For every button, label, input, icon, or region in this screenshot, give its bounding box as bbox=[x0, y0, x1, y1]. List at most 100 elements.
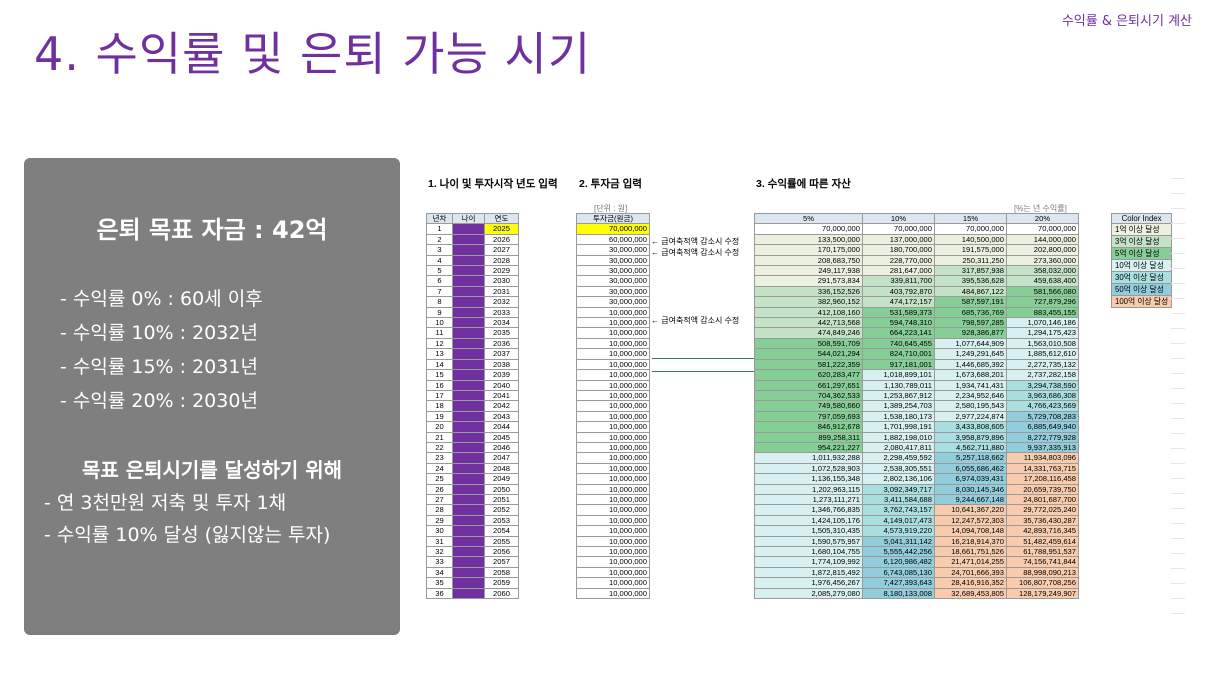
note-text: ← 급여축적액 감소시 수정 bbox=[651, 316, 740, 325]
return-cell: 412,108,160 bbox=[754, 306, 863, 319]
year-cell: 2042 bbox=[484, 400, 519, 412]
return-cell: 28,416,916,352 bbox=[934, 577, 1007, 589]
rate-line: - 수익률 0% : 60세 이후 bbox=[60, 288, 263, 310]
table-row: 10,000,000 bbox=[576, 306, 650, 319]
return-cell: 1,446,685,392 bbox=[934, 358, 1007, 371]
year-cell: 2036 bbox=[484, 337, 519, 350]
table-row: 10,000,000 bbox=[576, 462, 650, 475]
age-cell bbox=[452, 452, 485, 464]
table-row: 291,573,834 339,811,700 395,536,628 459,638… bbox=[754, 275, 1079, 287]
col-header: 20% bbox=[1006, 212, 1079, 225]
age-cell bbox=[452, 545, 485, 558]
gridline-mark bbox=[1171, 583, 1185, 584]
return-cell: 144,000,000 bbox=[1006, 233, 1079, 246]
year-index-cell: 14 bbox=[426, 358, 453, 371]
color-index-item: 50억 이상 달성 bbox=[1110, 283, 1173, 297]
table-row: 14 2038 bbox=[426, 358, 519, 371]
investment-cell: 10,000,000 bbox=[576, 483, 650, 495]
year-cell: 2046 bbox=[484, 441, 519, 454]
return-cell: 1,072,528,903 bbox=[754, 462, 863, 475]
year-index-cell: 1 bbox=[426, 223, 453, 235]
return-cell: 1,070,146,186 bbox=[1006, 317, 1079, 329]
year-cell: 2043 bbox=[484, 410, 519, 423]
return-cell: 1,077,644,909 bbox=[934, 337, 1007, 350]
table-row: 10,000,000 bbox=[576, 535, 650, 548]
bullet-line: - 수익률 10% 달성 (잃지않는 투자) bbox=[44, 524, 331, 546]
table-row: 1,011,932,288 2,298,459,592 5,257,118,662 1… bbox=[754, 452, 1079, 464]
return-cell: 140,500,000 bbox=[934, 233, 1007, 246]
table-row: 12 2036 bbox=[426, 337, 519, 350]
year-index-cell: 21 bbox=[426, 431, 453, 443]
year-cell: 2049 bbox=[484, 473, 519, 485]
investment-cell: 70,000,000 bbox=[576, 223, 650, 235]
investment-cell: 30,000,000 bbox=[576, 296, 650, 308]
year-index-cell: 3 bbox=[426, 244, 453, 256]
return-cell: 8,272,779,928 bbox=[1006, 431, 1079, 443]
gridline-mark bbox=[1171, 238, 1185, 239]
table-row: 10 2034 bbox=[426, 317, 519, 329]
return-cell: 442,713,568 bbox=[754, 317, 863, 329]
unit-label: [단위 : 원] bbox=[594, 204, 628, 213]
table-row: 1,872,815,492 6,743,085,130 24,701,666,393… bbox=[754, 566, 1079, 579]
year-index-cell: 23 bbox=[426, 452, 453, 464]
return-cell: 11,934,803,096 bbox=[1006, 452, 1079, 464]
table-row: 544,021,294 824,710,001 1,249,291,645 1,885… bbox=[754, 348, 1079, 360]
year-cell: 2037 bbox=[484, 348, 519, 360]
table-row: 30,000,000 bbox=[576, 275, 650, 287]
return-cell: 824,710,001 bbox=[862, 348, 935, 360]
year-cell: 2056 bbox=[484, 545, 519, 558]
return-cell: 250,311,250 bbox=[934, 254, 1007, 267]
table-row: 32 2056 bbox=[426, 545, 519, 558]
gridline-mark bbox=[1171, 613, 1185, 614]
gridline-mark bbox=[1171, 178, 1185, 179]
table-row: 10,000,000 bbox=[576, 452, 650, 464]
return-cell: 35,736,430,287 bbox=[1006, 514, 1079, 527]
return-cell: 24,801,687,700 bbox=[1006, 493, 1079, 506]
section3-header: 3. 수익률에 따른 자산 bbox=[756, 178, 851, 190]
gridline-mark bbox=[1171, 298, 1185, 299]
year-cell: 2058 bbox=[484, 566, 519, 579]
year-cell: 2055 bbox=[484, 535, 519, 548]
investment-cell: 10,000,000 bbox=[576, 566, 650, 579]
investment-cell: 10,000,000 bbox=[576, 493, 650, 506]
return-cell: 3,762,743,157 bbox=[862, 504, 935, 516]
color-index-row: 30억 이상 달성 bbox=[1110, 271, 1173, 285]
col-header: 연도 bbox=[484, 212, 519, 225]
return-cell: 128,179,249,907 bbox=[1006, 587, 1079, 600]
year-cell: 2028 bbox=[484, 254, 519, 267]
return-cell: 317,857,938 bbox=[934, 265, 1007, 277]
gridline-mark bbox=[1171, 253, 1185, 254]
year-cell: 2038 bbox=[484, 358, 519, 371]
return-cell: 18,661,751,526 bbox=[934, 545, 1007, 558]
gridline-mark bbox=[1171, 523, 1185, 524]
investment-cell: 10,000,000 bbox=[576, 369, 650, 381]
gridline-mark bbox=[1171, 358, 1185, 359]
table-row: 10,000,000 bbox=[576, 421, 650, 433]
gridline-mark bbox=[1171, 403, 1185, 404]
return-cell: 4,573,919,220 bbox=[862, 525, 935, 537]
table-row: 19 2043 bbox=[426, 410, 519, 423]
return-cell: 6,885,649,940 bbox=[1006, 421, 1079, 433]
return-cell: 1,202,963,115 bbox=[754, 483, 863, 495]
table-row: 1,273,111,271 3,411,584,688 9,244,667,148 2… bbox=[754, 493, 1079, 506]
return-cell: 740,645,455 bbox=[862, 337, 935, 350]
return-cell: 3,958,879,896 bbox=[934, 431, 1007, 443]
investment-cell: 30,000,000 bbox=[576, 254, 650, 267]
return-cell: 5,257,118,662 bbox=[934, 452, 1007, 464]
table-row: 442,713,568 594,748,310 798,597,285 1,070,1… bbox=[754, 317, 1079, 329]
return-cell: 661,297,651 bbox=[754, 379, 863, 391]
return-cell: 70,000,000 bbox=[862, 223, 935, 235]
table-row: 29 2053 bbox=[426, 514, 519, 527]
investment-cell: 10,000,000 bbox=[576, 525, 650, 537]
col-header: 5% bbox=[754, 212, 863, 225]
table-row: 208,683,750 228,770,000 250,311,250 273,360… bbox=[754, 254, 1079, 267]
return-cell: 6,974,039,431 bbox=[934, 473, 1007, 485]
gridline-mark bbox=[1171, 538, 1185, 539]
return-cell: 74,156,741,844 bbox=[1006, 556, 1079, 568]
year-cell: 2051 bbox=[484, 493, 519, 506]
note-text: ← 급여축적액 감소시 수정 bbox=[651, 248, 740, 257]
color-index-row: 3억 이상 달성 bbox=[1110, 235, 1173, 249]
table-row: 2 2026 bbox=[426, 233, 519, 246]
return-cell: 664,223,141 bbox=[862, 327, 935, 339]
return-cell: 1,882,198,010 bbox=[862, 431, 935, 443]
